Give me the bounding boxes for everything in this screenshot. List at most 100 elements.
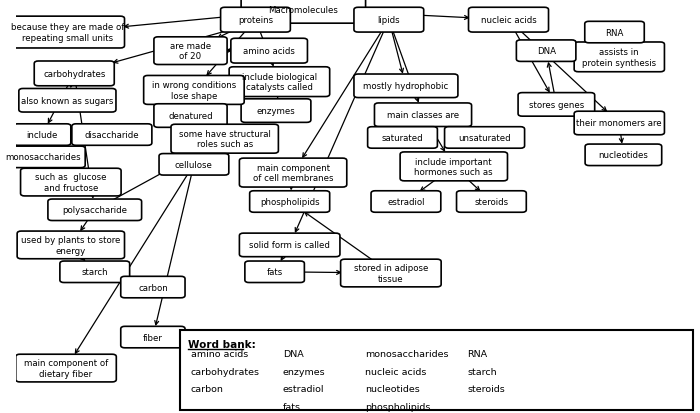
Text: mostly hydrophobic: mostly hydrophobic	[363, 82, 449, 91]
Text: starch: starch	[81, 268, 108, 277]
Text: main component of
dietary fiber: main component of dietary fiber	[24, 358, 108, 378]
FancyBboxPatch shape	[250, 191, 330, 213]
Text: amino acids: amino acids	[190, 350, 248, 358]
Text: polysaccharide: polysaccharide	[62, 206, 127, 215]
Text: their monomers are: their monomers are	[577, 119, 662, 128]
FancyBboxPatch shape	[13, 124, 71, 146]
FancyBboxPatch shape	[517, 41, 576, 62]
Text: RNA: RNA	[468, 350, 488, 358]
FancyBboxPatch shape	[231, 39, 307, 64]
FancyBboxPatch shape	[171, 125, 279, 154]
Text: solid form is called: solid form is called	[249, 241, 330, 250]
Text: enzymes: enzymes	[283, 367, 326, 376]
Text: lipids: lipids	[377, 16, 400, 25]
Text: main classes are: main classes are	[387, 111, 459, 120]
FancyBboxPatch shape	[159, 154, 229, 176]
Text: fats: fats	[283, 401, 301, 411]
Text: enzymes: enzymes	[257, 107, 295, 116]
Text: DNA: DNA	[283, 350, 304, 358]
Bar	[180, 330, 693, 410]
Text: stored in adipose
tissue: stored in adipose tissue	[354, 263, 428, 283]
FancyBboxPatch shape	[574, 43, 664, 73]
FancyBboxPatch shape	[245, 261, 304, 283]
Text: denatured: denatured	[168, 112, 213, 121]
FancyBboxPatch shape	[341, 259, 441, 287]
FancyBboxPatch shape	[60, 261, 130, 283]
FancyBboxPatch shape	[518, 93, 595, 117]
Text: amino acids: amino acids	[243, 47, 295, 56]
Text: phospholipids: phospholipids	[365, 401, 430, 411]
Text: steroids: steroids	[475, 197, 508, 206]
FancyBboxPatch shape	[19, 89, 116, 113]
FancyBboxPatch shape	[120, 327, 185, 348]
FancyBboxPatch shape	[229, 68, 330, 97]
FancyBboxPatch shape	[585, 145, 661, 166]
Text: estradiol: estradiol	[283, 384, 324, 393]
FancyBboxPatch shape	[144, 76, 244, 105]
Text: starch: starch	[468, 367, 497, 376]
Text: proteins: proteins	[238, 16, 273, 25]
FancyBboxPatch shape	[574, 112, 664, 135]
FancyBboxPatch shape	[354, 8, 424, 33]
FancyBboxPatch shape	[10, 17, 125, 49]
Text: also known as sugars: also known as sugars	[21, 97, 113, 105]
FancyBboxPatch shape	[456, 191, 526, 213]
FancyBboxPatch shape	[20, 169, 121, 197]
Text: nucleotides: nucleotides	[365, 384, 419, 393]
FancyBboxPatch shape	[400, 152, 508, 181]
Text: Macromolecules: Macromolecules	[268, 6, 338, 15]
Text: include important
hormones such as: include important hormones such as	[414, 157, 493, 177]
Text: carbohydrates: carbohydrates	[43, 70, 106, 79]
Text: carbohydrates: carbohydrates	[190, 367, 260, 376]
Text: monosaccharides: monosaccharides	[365, 350, 449, 358]
FancyBboxPatch shape	[154, 104, 227, 128]
Text: assists in
protein synthesis: assists in protein synthesis	[582, 48, 657, 67]
Text: phospholipids: phospholipids	[260, 197, 319, 206]
Text: estradiol: estradiol	[387, 197, 425, 206]
FancyBboxPatch shape	[120, 277, 185, 298]
FancyBboxPatch shape	[468, 8, 549, 33]
Text: cellulose: cellulose	[175, 160, 213, 169]
FancyBboxPatch shape	[16, 354, 116, 382]
FancyBboxPatch shape	[241, 0, 365, 24]
Text: stores genes: stores genes	[528, 101, 584, 109]
Text: disaccharide: disaccharide	[85, 131, 139, 140]
Text: monosaccharides: monosaccharides	[6, 153, 81, 162]
Text: main component
of cell membranes: main component of cell membranes	[253, 164, 333, 183]
FancyBboxPatch shape	[239, 234, 340, 257]
FancyBboxPatch shape	[241, 100, 311, 123]
Text: Word bank:: Word bank:	[188, 339, 256, 349]
Text: some have structural
roles such as: some have structural roles such as	[178, 130, 271, 149]
FancyBboxPatch shape	[154, 38, 227, 65]
Text: saturated: saturated	[382, 134, 423, 142]
Text: steroids: steroids	[468, 384, 505, 393]
Text: fiber: fiber	[143, 333, 163, 342]
Text: nucleic acids: nucleic acids	[481, 16, 536, 25]
FancyBboxPatch shape	[239, 159, 346, 188]
FancyBboxPatch shape	[2, 147, 85, 168]
Text: carbon: carbon	[138, 283, 168, 292]
Text: RNA: RNA	[606, 28, 624, 38]
Text: fats: fats	[267, 268, 283, 277]
Text: in wrong conditions
lose shape: in wrong conditions lose shape	[152, 81, 236, 100]
Text: such as  glucose
and fructose: such as glucose and fructose	[35, 173, 106, 192]
Text: nucleotides: nucleotides	[598, 151, 648, 160]
FancyBboxPatch shape	[374, 104, 472, 127]
Text: used by plants to store
energy: used by plants to store energy	[21, 236, 120, 255]
FancyBboxPatch shape	[220, 8, 290, 33]
Text: are made
of 20: are made of 20	[170, 42, 211, 61]
FancyBboxPatch shape	[371, 191, 441, 213]
FancyBboxPatch shape	[584, 22, 644, 44]
Text: include biological
catalysts called: include biological catalysts called	[241, 73, 317, 92]
FancyBboxPatch shape	[368, 127, 438, 149]
Text: because they are made of
repeating small units: because they are made of repeating small…	[10, 23, 124, 43]
Text: nucleic acids: nucleic acids	[365, 367, 426, 376]
Text: carbon: carbon	[190, 384, 223, 393]
FancyBboxPatch shape	[34, 62, 114, 87]
Text: unsaturated: unsaturated	[458, 134, 511, 142]
FancyBboxPatch shape	[17, 232, 125, 259]
FancyBboxPatch shape	[354, 75, 458, 98]
Text: DNA: DNA	[537, 47, 556, 56]
FancyBboxPatch shape	[72, 124, 152, 146]
Text: include: include	[27, 131, 58, 140]
